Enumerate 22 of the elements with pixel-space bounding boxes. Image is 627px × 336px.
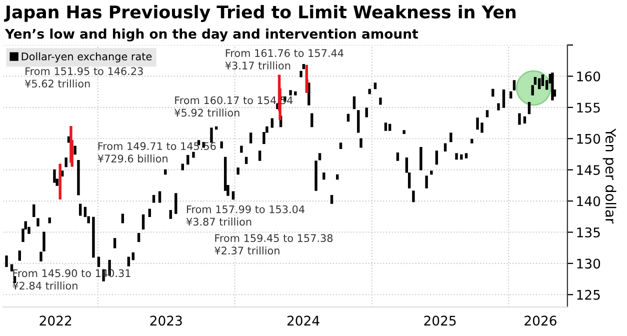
- annotation: From 159.45 to 157.38 ¥2.37 trillion: [214, 234, 333, 255]
- x-tick-label: 2024: [287, 316, 320, 326]
- annotation: From 151.95 to 146.23 ¥5.62 trillion: [24, 67, 143, 88]
- y-tick-label: 125: [577, 290, 600, 300]
- x-tick-label: 2025: [424, 316, 456, 326]
- annotation: From 149.71 to 145.56 ¥729.6 billion: [98, 142, 216, 163]
- y-tick-label: 135: [577, 227, 600, 238]
- y-tick-label: 160: [577, 71, 600, 82]
- y-axis-title: Yen per dollar: [602, 128, 616, 224]
- y-tick-label: 130: [577, 258, 600, 269]
- x-tick-label: 2026: [524, 316, 556, 326]
- legend-label: Dollar-yen exchange rate: [22, 52, 152, 62]
- x-tick-label: 2022: [40, 316, 72, 326]
- y-tick-label: 140: [577, 196, 600, 206]
- x-tick-label: 2023: [150, 316, 182, 326]
- chart-subtitle: Yen’s low and high on the day and intervention amount: [4, 28, 418, 42]
- chart-title: Japan Has Previously Tried to Limit Weakness in Yen: [4, 5, 516, 22]
- annotation: From 157.99 to 153.04 ¥3.87 trillion: [186, 205, 304, 226]
- annotation: From 161.76 to 157.44 ¥3.17 trillion: [225, 49, 344, 70]
- y-tick-label: 150: [577, 134, 600, 144]
- y-tick-label: 155: [577, 102, 600, 113]
- y-tick-label: 145: [577, 165, 600, 176]
